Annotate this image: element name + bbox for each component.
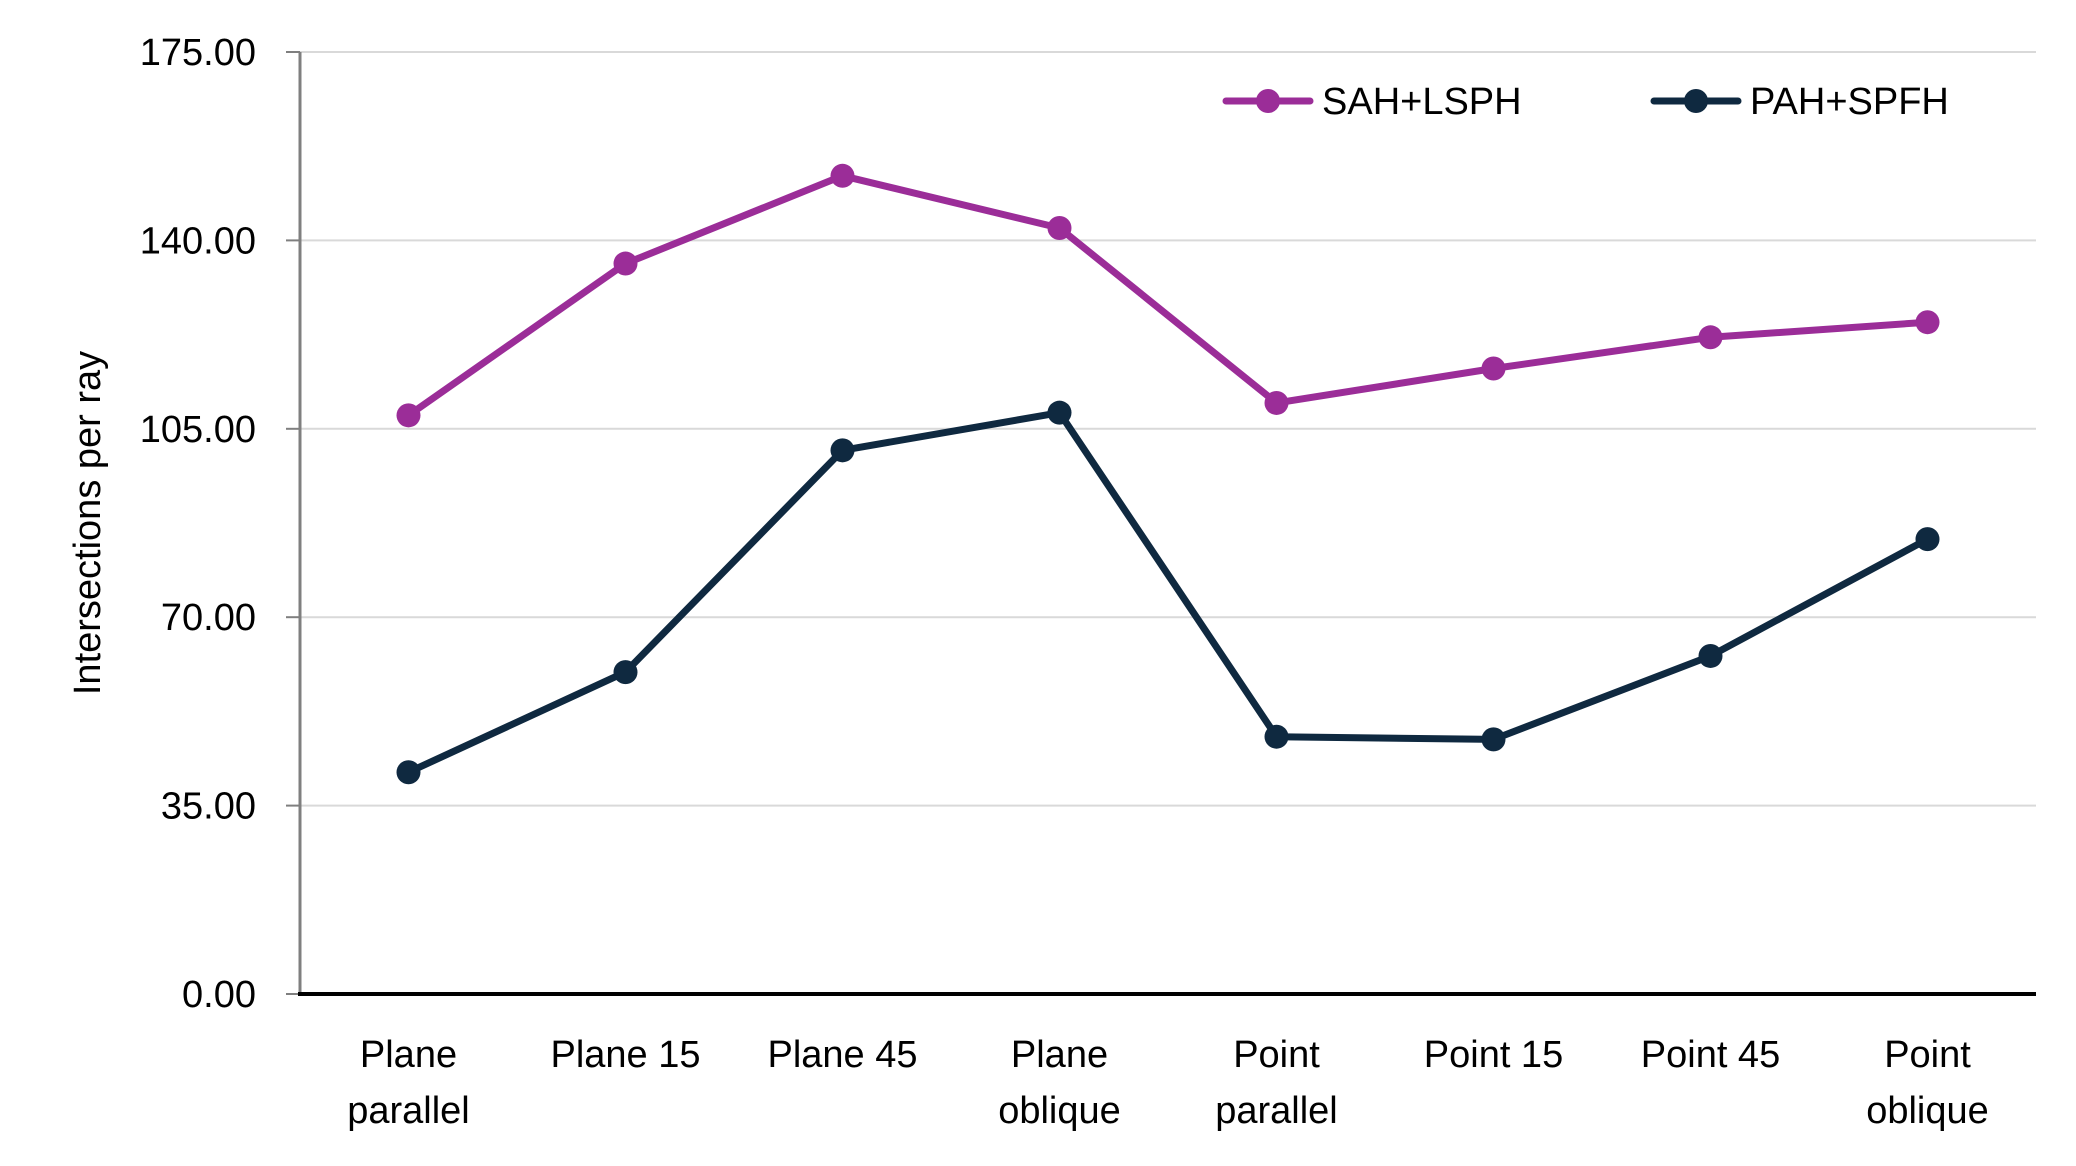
data-point	[1481, 727, 1506, 752]
x-category-label: Plane	[1011, 1034, 1108, 1076]
y-tick-label: 140.00	[140, 220, 256, 262]
legend-label: SAH+LSPH	[1322, 81, 1522, 123]
legend-swatch-marker	[1256, 89, 1280, 113]
y-tick-label: 70.00	[161, 597, 256, 639]
data-point	[1047, 216, 1072, 241]
x-category-label: Point	[1233, 1034, 1320, 1076]
series	[396, 163, 1940, 785]
series-group	[396, 400, 1940, 785]
legend-entry: PAH+SPFH	[1650, 81, 1949, 123]
data-point	[396, 760, 421, 785]
x-category-label: oblique	[1866, 1090, 1989, 1132]
x-category-label: Plane	[360, 1034, 457, 1076]
x-category-label: Plane 15	[550, 1034, 700, 1076]
legend-label: PAH+SPFH	[1750, 81, 1949, 123]
y-tick-label: 35.00	[161, 786, 256, 828]
y-tick-label: 175.00	[140, 32, 256, 74]
x-category-label: parallel	[1215, 1090, 1338, 1132]
y-tick-labels: 0.00 35.00 70.00 105.00 140.00 175.00	[140, 32, 256, 1016]
x-category-label: parallel	[347, 1090, 470, 1132]
data-point	[613, 251, 638, 276]
data-point	[830, 163, 855, 188]
x-category-labels: Plane parallel Plane 15 Plane 45 Plane obliqu…	[347, 1034, 1989, 1132]
y-axis-title: Intersections per ray	[67, 351, 109, 695]
x-category-label: Point	[1884, 1034, 1971, 1076]
data-point	[1915, 310, 1940, 335]
data-point	[613, 660, 638, 685]
data-point	[1481, 356, 1506, 381]
gridlines	[300, 51, 2036, 807]
data-point	[1264, 390, 1289, 415]
axes	[286, 51, 2036, 996]
series-line	[405, 409, 1931, 776]
series-group	[396, 163, 1940, 428]
data-point	[1915, 527, 1940, 552]
x-category-label: oblique	[998, 1090, 1121, 1132]
x-category-label: Plane 45	[767, 1034, 917, 1076]
legend-swatch-marker	[1684, 89, 1708, 113]
y-tick-label: 0.00	[182, 974, 256, 1016]
data-point	[830, 438, 855, 463]
x-category-label: Point 45	[1641, 1034, 1780, 1076]
data-point	[396, 403, 421, 428]
data-point	[1698, 643, 1723, 668]
data-point	[1047, 400, 1072, 425]
y-tick-label: 105.00	[140, 409, 256, 451]
x-category-label: Point 15	[1424, 1034, 1563, 1076]
data-point	[1698, 325, 1723, 350]
legend: SAH+LSPH PAH+SPFH	[1222, 81, 1949, 123]
legend-entry: SAH+LSPH	[1222, 81, 1522, 123]
data-point	[1264, 724, 1289, 749]
series-line	[405, 172, 1931, 419]
